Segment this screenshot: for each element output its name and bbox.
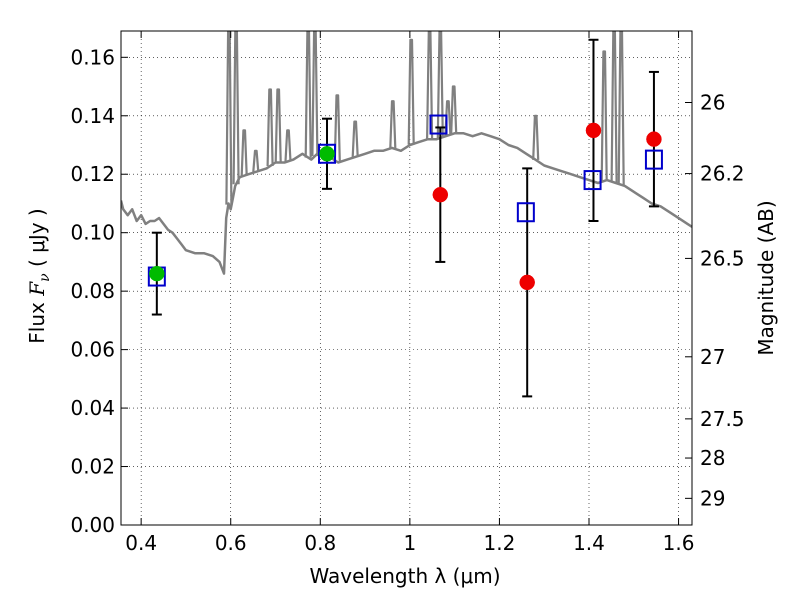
model-band-square: [644, 149, 663, 170]
model-band-square: [429, 114, 448, 135]
model-band-square: [516, 202, 535, 223]
model-spectrum-line: [121, 132, 692, 275]
emission-line: [240, 129, 248, 176]
x-tick-label: 0.8: [304, 531, 336, 555]
x-tick-label: 0.4: [125, 531, 157, 555]
y-tick-label: 0.08: [70, 279, 115, 303]
y-tick-label: 0.12: [70, 162, 115, 186]
mag-tick-label: 27.5: [700, 407, 745, 431]
y-tick-label: 0.06: [70, 338, 115, 362]
model-band-square: [583, 170, 602, 191]
x-tick-label: 0.6: [215, 531, 247, 555]
plot-frame: [120, 30, 693, 526]
mag-tick-label: 28: [700, 446, 725, 470]
emission-line: [266, 88, 274, 167]
emission-line: [610, 31, 618, 183]
mag-tick-label: 26.2: [700, 162, 745, 186]
emission-line: [284, 129, 292, 162]
emission-line: [333, 94, 341, 163]
green-data-point: [319, 146, 335, 162]
emission-line: [450, 85, 458, 134]
emission-line: [426, 31, 434, 140]
model-band-square: [318, 143, 337, 164]
y-tick-label: 0.16: [70, 45, 115, 69]
emission-line: [532, 114, 540, 160]
red-data-point: [432, 186, 449, 203]
emission-line: [436, 31, 444, 139]
red-data-point: [585, 122, 602, 139]
y-axis-label: Flux Fν ( μJy ): [25, 208, 53, 343]
right-axis-label: Magnitude (AB): [754, 200, 778, 355]
emission-line: [252, 149, 260, 172]
emission-line: [232, 31, 240, 185]
emission-line: [311, 31, 319, 157]
mag-tick-label: 29: [700, 486, 725, 510]
mag-tick-label: 27: [700, 345, 725, 369]
plot-content: [121, 31, 692, 398]
emission-line: [351, 120, 359, 158]
x-tick-label: 1.2: [484, 531, 516, 555]
x-tick-label: 1.4: [573, 531, 605, 555]
emission-line: [600, 50, 608, 182]
y-tick-label: 0.00: [70, 513, 115, 537]
mag-tick-label: 26.5: [700, 246, 745, 270]
mag-tick-label: 26: [700, 90, 725, 114]
y-tick-label: 0.02: [70, 455, 115, 479]
emission-line: [407, 38, 415, 145]
x-tick-label: 1: [403, 531, 416, 555]
green-data-point: [149, 265, 165, 282]
emission-line: [617, 31, 625, 185]
emission-line: [389, 100, 397, 149]
red-data-point: [519, 274, 535, 291]
red-data-point: [646, 131, 662, 147]
x-tick-label: 1.6: [663, 531, 695, 555]
axis-ticks: 0.4 0.6 0.8 1 1.2 1.4 1.6 0.00 0.02 0.04 0.06 0.08 0…: [70, 31, 745, 555]
x-axis-label: Wavelength λ (μm): [309, 564, 500, 588]
emission-line: [225, 31, 233, 205]
y-tick-label: 0.04: [70, 396, 115, 420]
y-tick-label: 0.14: [70, 104, 115, 128]
emission-line: [304, 31, 312, 158]
emission-line: [274, 88, 282, 163]
y-tick-label: 0.10: [70, 221, 115, 245]
